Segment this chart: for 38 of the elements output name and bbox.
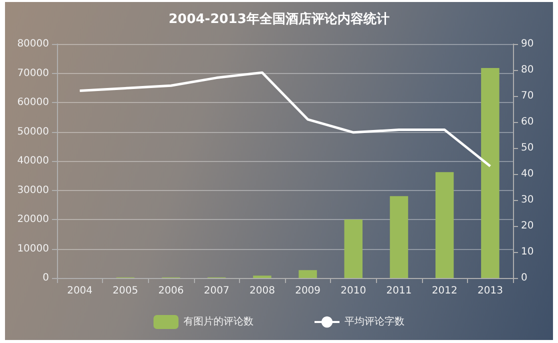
y2-tick-label: 70 [521,90,534,102]
y2-tick-label: 90 [521,38,534,50]
y-tick-label: 10000 [17,243,49,254]
y2-tick-label: 40 [521,168,534,180]
legend-label: 平均评论字数 [344,316,404,328]
bar [298,270,317,278]
legend-label: 有图片的评论数 [184,316,254,328]
chart-title: 2004-2013年全国酒店评论内容统计 [168,11,390,27]
line-series [78,71,492,168]
x-tick-label: 2008 [249,286,275,296]
x-tick-label: 2005 [112,286,138,296]
x-tick-label: 2011 [386,286,412,296]
x-tick-label: 2013 [477,286,503,296]
x-tick-label: 2010 [340,286,366,296]
y2-tick-label: 20 [521,220,534,232]
y-tick-label: 60000 [17,97,49,108]
y2-tick-label: 60 [521,116,534,128]
x-tick-label: 2012 [432,286,458,296]
y2-tick-label: 50 [521,142,534,154]
y-tick-label: 50000 [17,126,49,138]
y2-tick-label: 80 [521,64,534,76]
y2-tick-label: 10 [521,246,534,258]
y-tick-label: 20000 [17,214,49,225]
x-tick-label: 2009 [295,286,321,296]
x-tick-label: 2007 [204,286,230,296]
bar [481,68,500,278]
y2-tick-label: 30 [521,194,534,206]
y-tick-label: 70000 [17,68,49,79]
y-tick-label: 0 [42,272,49,284]
x-tick-label: 2004 [67,286,93,296]
y2-tick-label: 0 [521,272,528,284]
bar [344,220,363,278]
x-tick-label: 2006 [158,286,184,296]
y-tick-label: 40000 [17,156,49,166]
bar [435,172,454,278]
y-tick-label: 80000 [17,38,49,50]
bar [390,196,408,278]
y-tick-label: 30000 [17,184,49,196]
